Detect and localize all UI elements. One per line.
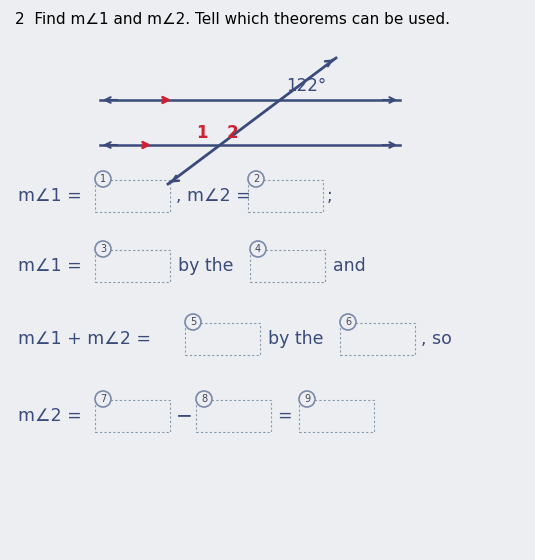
Circle shape xyxy=(299,391,315,407)
Circle shape xyxy=(196,391,212,407)
FancyBboxPatch shape xyxy=(95,250,170,282)
Text: 2: 2 xyxy=(226,124,238,142)
Text: 4: 4 xyxy=(255,244,261,254)
Text: −: − xyxy=(176,407,193,426)
Text: 122°: 122° xyxy=(286,77,326,95)
Text: 2  Find m∠1 and m∠2. Tell which theorems can be used.: 2 Find m∠1 and m∠2. Tell which theorems … xyxy=(15,12,450,27)
Text: m∠1 + m∠2 =: m∠1 + m∠2 = xyxy=(18,330,151,348)
FancyBboxPatch shape xyxy=(340,323,415,355)
FancyBboxPatch shape xyxy=(250,250,325,282)
FancyBboxPatch shape xyxy=(299,400,374,432)
Text: =: = xyxy=(277,407,292,425)
Text: 1: 1 xyxy=(100,174,106,184)
FancyBboxPatch shape xyxy=(248,180,323,212)
Text: m∠1 =: m∠1 = xyxy=(18,257,82,275)
Text: , m∠2 =: , m∠2 = xyxy=(176,187,251,205)
FancyBboxPatch shape xyxy=(196,400,271,432)
Text: m∠1 =: m∠1 = xyxy=(18,187,82,205)
Text: 7: 7 xyxy=(100,394,106,404)
Text: ;: ; xyxy=(327,187,333,205)
FancyBboxPatch shape xyxy=(185,323,260,355)
Circle shape xyxy=(185,314,201,330)
Circle shape xyxy=(248,171,264,187)
Text: 3: 3 xyxy=(100,244,106,254)
Circle shape xyxy=(95,391,111,407)
Circle shape xyxy=(95,241,111,257)
Text: 5: 5 xyxy=(190,317,196,327)
Circle shape xyxy=(340,314,356,330)
Text: by the: by the xyxy=(178,257,233,275)
Circle shape xyxy=(250,241,266,257)
Text: , so: , so xyxy=(421,330,452,348)
Circle shape xyxy=(95,171,111,187)
Text: and: and xyxy=(333,257,366,275)
Text: 6: 6 xyxy=(345,317,351,327)
FancyBboxPatch shape xyxy=(95,400,170,432)
Text: m∠2 =: m∠2 = xyxy=(18,407,82,425)
Text: 8: 8 xyxy=(201,394,207,404)
Text: by the: by the xyxy=(268,330,324,348)
Text: 1: 1 xyxy=(196,124,208,142)
Text: 2: 2 xyxy=(253,174,259,184)
Text: 9: 9 xyxy=(304,394,310,404)
FancyBboxPatch shape xyxy=(95,180,170,212)
